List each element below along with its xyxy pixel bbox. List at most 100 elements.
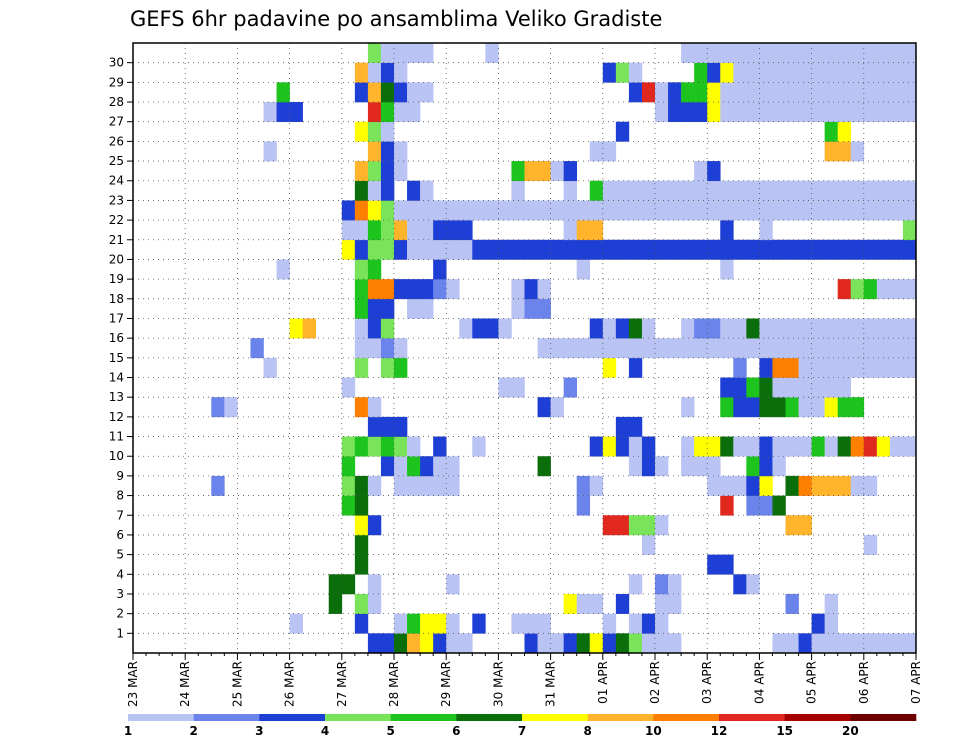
precip-cell bbox=[576, 495, 591, 516]
precip-cell bbox=[433, 200, 447, 221]
precip-cell bbox=[707, 338, 721, 359]
precip-cell bbox=[876, 62, 891, 83]
precip-cell bbox=[902, 357, 917, 378]
precip-cell bbox=[824, 121, 838, 142]
precip-cell bbox=[811, 180, 825, 201]
precip-cell bbox=[785, 318, 799, 339]
precip-cell bbox=[811, 62, 825, 83]
precip-cell bbox=[341, 574, 356, 595]
precip-cell bbox=[811, 102, 825, 123]
precip-cell bbox=[380, 416, 395, 437]
precip-cell bbox=[224, 397, 238, 418]
precip-cell bbox=[576, 633, 591, 654]
precip-cell bbox=[367, 475, 382, 496]
y-tick-label: 11 bbox=[109, 430, 124, 444]
precip-cell bbox=[655, 338, 669, 359]
precip-cell bbox=[354, 613, 369, 634]
colorbar-swatch bbox=[390, 714, 457, 721]
precip-cell bbox=[394, 102, 408, 123]
precip-cell bbox=[641, 338, 656, 359]
precip-cell bbox=[681, 180, 695, 201]
precip-cell bbox=[850, 397, 865, 418]
precip-cell bbox=[902, 318, 917, 339]
precip-cell bbox=[902, 62, 917, 83]
precip-cell bbox=[446, 279, 460, 300]
precip-cell bbox=[394, 279, 408, 300]
precip-cell bbox=[250, 338, 264, 359]
y-tick-label: 22 bbox=[109, 213, 124, 227]
precip-cell bbox=[472, 318, 486, 339]
precip-cell bbox=[420, 180, 434, 201]
precip-cell bbox=[576, 200, 591, 221]
precip-cell bbox=[367, 318, 382, 339]
precip-cell bbox=[433, 475, 447, 496]
precip-cell bbox=[628, 357, 643, 378]
precip-cell bbox=[511, 161, 525, 182]
precip-cell bbox=[615, 416, 630, 437]
precip-cell bbox=[772, 357, 786, 378]
precip-cell bbox=[655, 593, 669, 614]
precip-cell bbox=[824, 102, 838, 123]
precip-cell bbox=[459, 633, 473, 654]
precip-cell bbox=[602, 357, 617, 378]
precip-cell bbox=[615, 633, 630, 654]
precip-cell bbox=[394, 82, 408, 103]
precip-cell bbox=[785, 239, 799, 260]
precip-cell bbox=[720, 220, 734, 241]
precip-cell bbox=[837, 377, 852, 398]
precip-cell bbox=[485, 43, 499, 63]
precip-cell bbox=[798, 43, 812, 63]
precip-cell bbox=[824, 377, 838, 398]
precip-cell bbox=[628, 574, 643, 595]
precip-cell bbox=[380, 161, 395, 182]
precip-cell bbox=[811, 82, 825, 103]
precip-cell bbox=[407, 102, 421, 123]
y-axis-ticks: 1234567891011121314151617181920212223242… bbox=[109, 56, 133, 640]
precip-cell bbox=[537, 633, 551, 654]
precip-cell bbox=[720, 397, 734, 418]
precip-cell bbox=[811, 357, 825, 378]
x-tick-label: 06 APR bbox=[857, 661, 871, 704]
colorbar-swatch bbox=[850, 714, 917, 721]
precip-cell bbox=[746, 62, 760, 83]
precip-cell bbox=[446, 633, 460, 654]
precip-cell bbox=[824, 43, 838, 63]
precip-cell bbox=[707, 318, 721, 339]
precip-cell bbox=[876, 338, 891, 359]
precip-cell bbox=[511, 200, 525, 221]
precip-cell bbox=[615, 121, 630, 142]
precip-cell bbox=[772, 239, 786, 260]
precip-cell bbox=[863, 534, 878, 555]
precip-cell bbox=[798, 62, 812, 83]
y-tick-label: 5 bbox=[116, 548, 124, 562]
precip-cell bbox=[889, 82, 904, 103]
colorbar-label: 3 bbox=[255, 724, 263, 738]
precip-cell bbox=[681, 239, 695, 260]
precip-cell bbox=[367, 82, 382, 103]
precip-cell bbox=[798, 475, 812, 496]
precip-cell bbox=[589, 475, 604, 496]
precip-cell bbox=[785, 397, 799, 418]
precip-cell bbox=[420, 613, 434, 634]
precip-cell bbox=[602, 515, 617, 536]
precip-cell bbox=[759, 456, 773, 477]
precip-cell bbox=[902, 239, 917, 260]
precip-cell bbox=[746, 475, 760, 496]
precip-cell bbox=[615, 318, 630, 339]
precip-cell bbox=[407, 279, 421, 300]
precip-cell bbox=[798, 357, 812, 378]
precip-cell bbox=[902, 436, 917, 457]
precip-cell bbox=[694, 200, 708, 221]
precip-cell bbox=[876, 43, 891, 63]
precip-cell bbox=[798, 180, 812, 201]
precip-cell bbox=[785, 377, 799, 398]
precip-cell bbox=[837, 279, 852, 300]
precip-cell bbox=[524, 161, 538, 182]
precip-cell bbox=[850, 43, 865, 63]
precip-cell bbox=[628, 239, 643, 260]
precip-cell bbox=[837, 338, 852, 359]
precip-cell bbox=[511, 239, 525, 260]
precip-cell bbox=[863, 318, 878, 339]
precip-cell bbox=[681, 43, 695, 63]
